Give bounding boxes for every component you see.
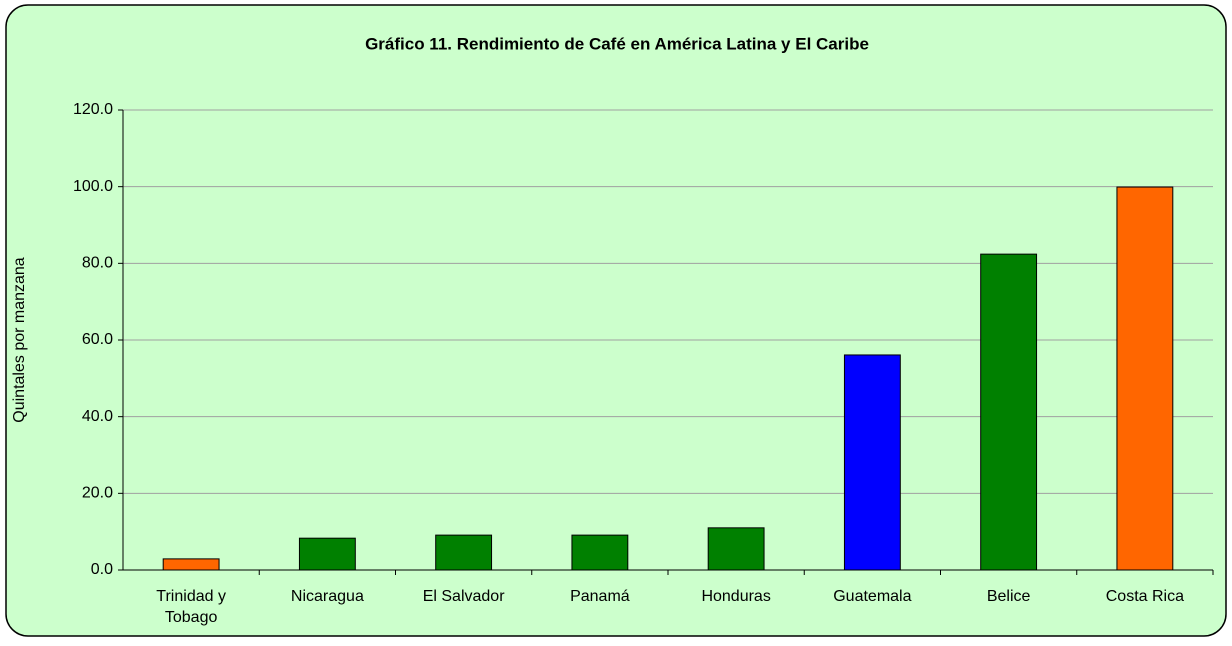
x-tick-label: Costa Rica	[1105, 588, 1184, 605]
x-tick-label: Trinidad y Tobago	[156, 588, 226, 626]
bar	[980, 253, 1038, 571]
y-tick-label: 20.0	[82, 485, 113, 502]
chart-title: Gráfico 11. Rendimiento de Café en Améri…	[365, 34, 869, 53]
bar	[162, 558, 220, 571]
bar	[1116, 186, 1174, 571]
x-tick-label: El Salvador	[422, 588, 505, 605]
y-axis-label: Quintales por manzana	[11, 257, 28, 423]
bar	[707, 527, 765, 571]
bar	[571, 534, 629, 571]
x-tick-label: Belice	[986, 588, 1031, 605]
bar	[435, 534, 493, 571]
x-tick-label: Guatemala	[833, 588, 912, 605]
x-tick-label: Honduras	[701, 588, 771, 605]
y-tick-label: 120.0	[73, 101, 113, 118]
y-tick-label: 0.0	[91, 561, 113, 578]
y-tick-label: 40.0	[82, 408, 113, 425]
y-tick-label: 60.0	[82, 331, 113, 348]
bar	[843, 354, 901, 571]
chart-frame	[5, 4, 1227, 637]
x-tick-label: Panamá	[570, 588, 630, 605]
x-tick-label: Nicaragua	[290, 588, 364, 605]
y-tick-label: 100.0	[73, 178, 113, 195]
y-tick-label: 80.0	[82, 255, 113, 272]
bar	[298, 537, 356, 571]
